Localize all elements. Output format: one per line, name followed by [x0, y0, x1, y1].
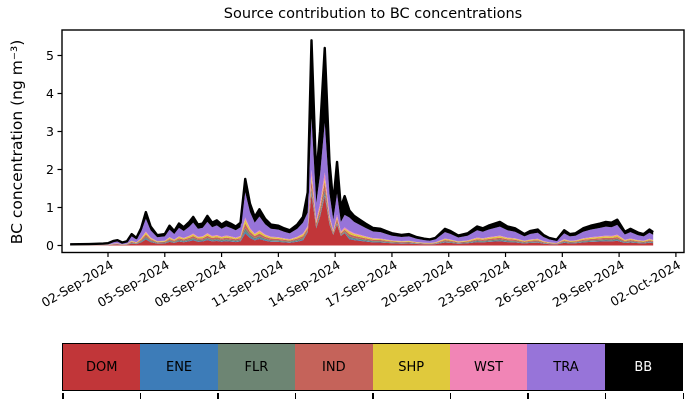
- legend-bar: DOM ENE FLR IND SHP WST TRA BB: [62, 343, 683, 391]
- legend-item-tra: TRA: [527, 344, 605, 390]
- legend-tick-mark: [604, 392, 607, 399]
- legend-item-shp: SHP: [372, 344, 450, 390]
- area-series-bb: [70, 40, 654, 245]
- legend-tick-mark: [294, 392, 297, 399]
- legend-item-wst: WST: [449, 344, 528, 390]
- chart-title: Source contribution to BC concentrations: [223, 6, 523, 22]
- y-tick-label: 0: [46, 238, 54, 253]
- legend-item-flr: FLR: [217, 344, 296, 390]
- legend-tick-mark: [139, 392, 142, 399]
- legend-tick-mark: [682, 392, 684, 399]
- area-series-ind: [70, 179, 654, 246]
- legend-tick-mark: [372, 392, 374, 399]
- legend-tick-mark: [449, 392, 452, 399]
- legend-tick-mark: [217, 392, 219, 399]
- chart-plot-area: 0 1 2 3 4 5: [46, 29, 685, 257]
- y-tick-label: 1: [46, 200, 54, 215]
- y-tick-label: 5: [46, 48, 54, 63]
- legend-ticks: [62, 392, 684, 400]
- y-tick-label: 3: [46, 124, 54, 139]
- area-series-tra: [70, 118, 654, 246]
- axes-box: [61, 29, 685, 254]
- y-tick-label: 2: [46, 162, 54, 177]
- legend-item-dom: DOM: [63, 344, 141, 390]
- legend-tick-mark: [527, 392, 529, 399]
- legend-item-bb: BB: [604, 344, 682, 390]
- area-series-shp: [70, 175, 654, 246]
- legend-tick-mark: [62, 392, 64, 399]
- legend-item-ind: IND: [295, 344, 373, 390]
- y-tick-label: 4: [46, 86, 54, 101]
- x-tick-labels: 02-Sep-2024 05-Sep-2024 08-Sep-2024 11-Sep-…: [0, 257, 690, 317]
- legend-item-ene: ENE: [140, 344, 218, 390]
- total-concentration-line: [70, 39, 654, 246]
